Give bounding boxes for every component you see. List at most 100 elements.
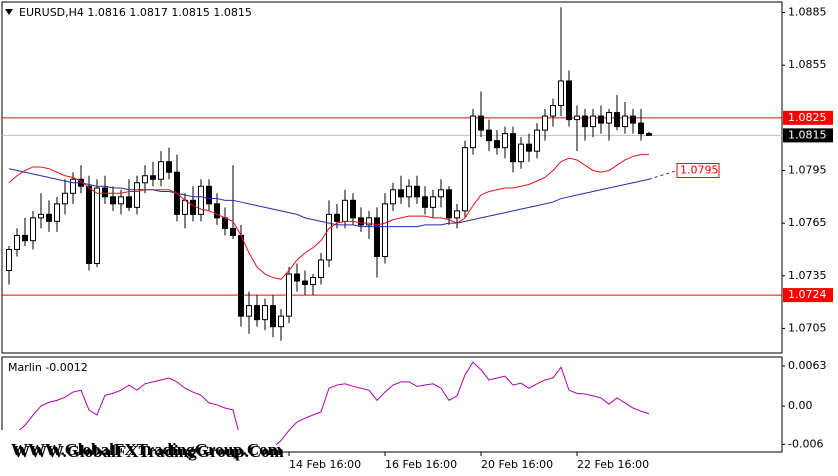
candle-body (486, 129, 492, 142)
ma-line (8, 168, 650, 228)
candle-body (638, 122, 644, 135)
candle-body (438, 189, 444, 198)
candle-body (590, 115, 596, 128)
candle-body (406, 185, 412, 198)
candle-body (254, 305, 260, 321)
candle-body (70, 178, 76, 194)
candle-body (46, 213, 52, 222)
title-triangle (5, 9, 13, 15)
candle-body (278, 315, 284, 328)
candle-body (542, 115, 548, 131)
watermark-box (0, 430, 276, 476)
y-tick-label: 1.0735 (788, 269, 827, 282)
watermark: WWW.GlobalFXTradingGroup.Com WWW.GlobalF… (0, 430, 284, 476)
y-tick-label: 1.0795 (788, 163, 827, 176)
candle-body (630, 115, 636, 124)
candle-body (118, 196, 124, 205)
candle-body (62, 192, 68, 205)
candle-body (454, 210, 460, 219)
candle-body (238, 234, 244, 317)
watermark-shadow: WWW.GlobalFXTradingGroup.Com (13, 442, 284, 461)
candle-body (310, 277, 316, 286)
price-label: 1.0815 (788, 128, 827, 141)
candle-body (566, 80, 572, 121)
candle-body (502, 133, 508, 149)
watermark-text: WWW.GlobalFXTradingGroup.Com (11, 440, 282, 459)
candle-body (6, 248, 12, 272)
candle-body (582, 115, 588, 128)
candle-body (574, 115, 580, 121)
candle-body (262, 305, 268, 321)
level-box (783, 288, 833, 303)
candle-body (478, 115, 484, 131)
x-tick-label: 20 Feb 16:00 (481, 458, 553, 471)
candle-body (470, 115, 476, 149)
annotation-box (676, 162, 720, 178)
candle-body (190, 199, 196, 215)
candle-body (550, 105, 556, 117)
y-tick-label: 1.0885 (788, 6, 827, 19)
candle-body (430, 196, 436, 208)
indicator-frame (1, 356, 783, 453)
annotation-connector (648, 170, 678, 180)
candle-body (14, 234, 20, 250)
y-tick-label: 1.0705 (788, 321, 827, 334)
annotation-label: 1.0795 (680, 163, 719, 176)
candle-body (342, 199, 348, 222)
level-label: 1.0825 (788, 111, 827, 124)
candle-body (102, 187, 108, 198)
indicator-tick-label: -0.006 (788, 437, 823, 450)
candle-body (150, 175, 156, 180)
candle-body (134, 182, 140, 208)
candle-body (158, 161, 164, 180)
level-box (783, 110, 833, 125)
candle-body (622, 115, 628, 128)
candle-body (110, 196, 116, 205)
candle-body (598, 115, 604, 124)
indicator-line (8, 361, 650, 452)
main-frame (1, 1, 783, 354)
candle-body (206, 185, 212, 205)
candle-body (22, 234, 28, 242)
x-tick-label: 14 Feb 16:00 (289, 458, 361, 471)
level-label: 1.0724 (788, 288, 827, 301)
candle-body (326, 213, 332, 261)
candle-body (646, 133, 652, 136)
candle-body (318, 259, 324, 279)
candle-body (246, 305, 252, 317)
candle-body (606, 112, 612, 124)
candle-body (558, 80, 564, 107)
candle-body (358, 217, 364, 226)
candle-body (446, 189, 452, 219)
candle-body (182, 199, 188, 215)
y-tick-label: 1.0855 (788, 58, 827, 71)
ma-line (8, 154, 649, 280)
candle-body (534, 129, 540, 152)
candle-body (510, 133, 516, 163)
y-tick-label: 1.0765 (788, 216, 827, 229)
candle-body (94, 187, 100, 264)
plot-layer: 1.0885 1.0855 1.0795 1.0765 1.0735 1.0705 14 F… (2, 6, 833, 471)
candle-body (398, 189, 404, 198)
price-box (783, 128, 833, 143)
candle-body (366, 217, 372, 226)
indicator-tick-label: 0.0063 (788, 359, 827, 372)
candle-body (422, 196, 428, 208)
candle-body (54, 203, 60, 222)
chart-title: EURUSD,H4 1.0816 1.0817 1.0815 1.0815 (19, 6, 252, 19)
x-tick-label: 22 Feb 16:00 (577, 458, 649, 471)
candle-body (142, 175, 148, 184)
candle-body (526, 143, 532, 152)
candle-body (86, 185, 92, 264)
candle-body (374, 217, 380, 257)
candle-body (350, 199, 356, 219)
indicator-plot (8, 361, 650, 452)
candle-body (270, 305, 276, 328)
candle-body (302, 280, 308, 286)
candle-body (286, 273, 292, 317)
candle-body (126, 196, 132, 208)
candle-body (494, 140, 500, 149)
candle-body (518, 143, 524, 163)
candle-body (214, 203, 220, 219)
